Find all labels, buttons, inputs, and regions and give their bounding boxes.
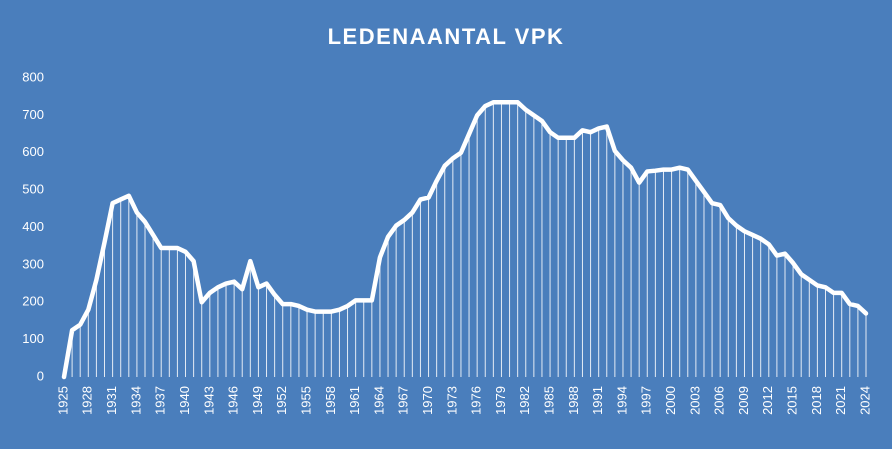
x-tick-label: 1970 (420, 386, 435, 415)
x-tick-label: 2024 (857, 386, 872, 415)
x-tick-label: 1937 (153, 386, 168, 415)
x-tick-label: 2018 (809, 386, 824, 415)
x-tick-label: 2003 (687, 386, 702, 415)
x-tick-label: 1949 (250, 386, 265, 415)
x-tick-label: 1934 (128, 386, 143, 415)
x-tick-label: 1997 (639, 386, 654, 415)
y-tick-label: 100 (22, 331, 44, 346)
x-tick-label: 1958 (323, 386, 338, 415)
x-tick-label: 1955 (298, 386, 313, 415)
chart-title: LEDENAANTAL VPK (328, 24, 565, 49)
x-tick-label: 2015 (785, 386, 800, 415)
y-tick-label: 600 (22, 144, 44, 159)
x-tick-label: 1940 (177, 386, 192, 415)
x-tick-label: 1946 (226, 386, 241, 415)
x-tick-label: 1985 (541, 386, 556, 415)
x-tick-label: 1982 (517, 386, 532, 415)
x-tick-label: 2006 (712, 386, 727, 415)
x-tick-label: 1988 (566, 386, 581, 415)
y-tick-label: 500 (22, 182, 44, 197)
x-tick-label: 2009 (736, 386, 751, 415)
x-tick-label: 1979 (493, 386, 508, 415)
x-tick-label: 1973 (444, 386, 459, 415)
x-tick-label: 1994 (614, 386, 629, 415)
x-tick-label: 2021 (833, 386, 848, 415)
x-tick-label: 2012 (760, 386, 775, 415)
y-tick-label: 0 (37, 368, 44, 383)
x-tick-label: 1964 (371, 386, 386, 415)
x-tick-label: 2000 (663, 386, 678, 415)
y-tick-label: 400 (22, 219, 44, 234)
series-line (61, 100, 869, 380)
y-tick-label: 700 (22, 107, 44, 122)
x-tick-label: 1967 (396, 386, 411, 415)
x-tick-label: 1961 (347, 386, 362, 415)
x-tick-label: 1928 (80, 386, 95, 415)
x-tick-label: 1931 (104, 386, 119, 415)
x-tick-label: 1943 (201, 386, 216, 415)
x-tick-label: 1991 (590, 386, 605, 415)
x-tick-label: 1952 (274, 386, 289, 415)
y-tick-label: 200 (22, 294, 44, 309)
x-tick-label: 1925 (55, 386, 70, 415)
x-tick-label: 1976 (469, 386, 484, 415)
y-tick-label: 300 (22, 256, 44, 271)
y-tick-label: 800 (22, 69, 44, 84)
